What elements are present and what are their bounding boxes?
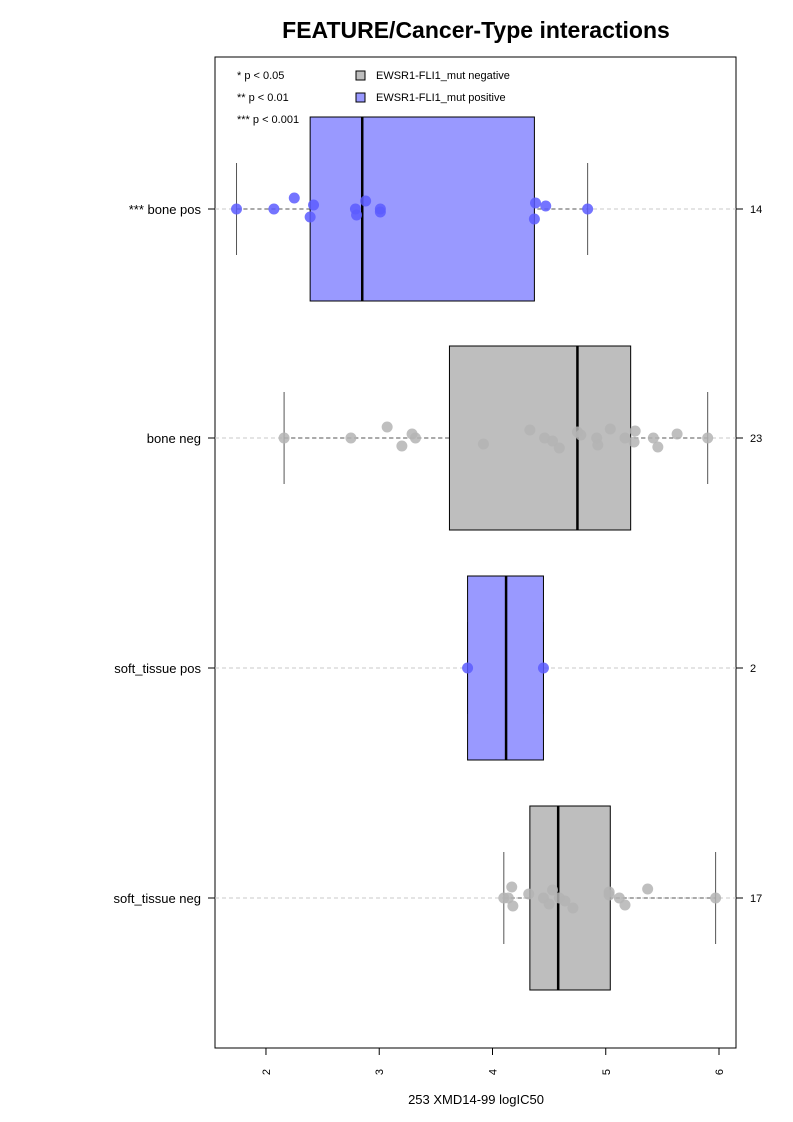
legend-swatch <box>355 70 366 81</box>
group-2: soft_tissue pos 2 <box>114 575 756 761</box>
data-point <box>381 421 393 433</box>
chart-title: FEATURE/Cancer-Type interactions <box>282 17 670 43</box>
data-point <box>374 206 386 218</box>
x-tick-label: 4 <box>487 1069 499 1075</box>
data-point <box>575 429 587 441</box>
significance-legend-entry: ** p < 0.01 <box>237 92 289 104</box>
data-point <box>652 441 664 453</box>
data-point <box>553 442 565 454</box>
count-label: 2 <box>750 663 756 675</box>
data-point <box>308 199 320 211</box>
x-tick-label: 2 <box>261 1069 273 1075</box>
data-point <box>543 898 555 910</box>
data-point <box>351 209 363 221</box>
data-point <box>710 892 722 904</box>
data-point <box>268 203 280 215</box>
data-point <box>604 423 616 435</box>
category-label: soft_tissue pos <box>114 661 201 676</box>
x-tick-label: 3 <box>374 1069 386 1075</box>
data-point <box>629 425 641 437</box>
data-point <box>559 895 571 907</box>
legend-swatch <box>355 92 366 103</box>
significance-legend-entry: *** p < 0.001 <box>237 114 299 126</box>
significance-legend-entry: * p < 0.05 <box>237 70 284 82</box>
data-point <box>477 438 489 450</box>
data-point <box>628 436 640 448</box>
data-point <box>547 884 559 896</box>
series-legend-entry: EWSR1-FLI1_mut positive <box>376 92 506 104</box>
data-point <box>619 432 631 444</box>
category-label: *** bone pos <box>129 202 202 217</box>
data-point <box>523 888 535 900</box>
data-point <box>360 195 372 207</box>
data-point <box>671 428 683 440</box>
data-point <box>345 432 357 444</box>
data-point <box>642 883 654 895</box>
data-point <box>530 197 542 209</box>
count-label: 23 <box>750 433 762 445</box>
x-tick-label: 5 <box>601 1069 613 1075</box>
data-point <box>592 439 604 451</box>
data-point <box>304 211 316 223</box>
data-point <box>506 881 518 893</box>
data-point <box>231 203 243 215</box>
data-point <box>619 899 631 911</box>
data-point <box>582 203 594 215</box>
data-point <box>702 432 714 444</box>
series-legend-entry: EWSR1-FLI1_mut negative <box>376 70 510 82</box>
x-tick-label: 6 <box>714 1069 726 1075</box>
data-point <box>502 892 514 904</box>
data-point <box>567 902 579 914</box>
legend: * p < 0.05 ** p < 0.01 *** p < 0.001 EWSR1-… <box>237 70 510 126</box>
group-0: *** bone pos 14 <box>129 116 762 302</box>
data-point <box>528 213 540 225</box>
data-point <box>507 900 519 912</box>
box <box>309 116 535 302</box>
groups-layer: *** bone pos 14 bone neg 23 soft_tissue pos 2… <box>114 116 762 991</box>
data-point <box>409 432 421 444</box>
count-label: 14 <box>750 204 762 216</box>
data-point <box>540 200 552 212</box>
category-label: bone neg <box>147 431 201 446</box>
data-point <box>547 435 559 447</box>
group-1: bone neg 23 <box>147 345 762 531</box>
data-point <box>462 662 474 674</box>
data-point <box>647 432 659 444</box>
data-point <box>537 662 549 674</box>
data-point <box>288 192 300 204</box>
group-3: soft_tissue neg 17 <box>114 805 762 991</box>
category-label: soft_tissue neg <box>114 891 201 906</box>
data-point <box>524 424 536 436</box>
x-axis: 2 3 4 5 6 <box>261 1047 726 1075</box>
x-axis-label: 253 XMD14-99 logIC50 <box>408 1092 544 1107</box>
data-point <box>278 432 290 444</box>
count-label: 17 <box>750 893 762 905</box>
data-point <box>396 440 408 452</box>
data-point <box>603 889 615 901</box>
